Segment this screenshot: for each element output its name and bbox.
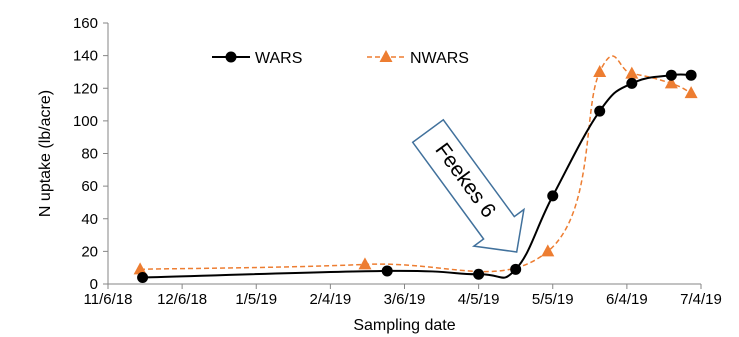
y-tick-label: 20 (81, 243, 98, 260)
x-tick-label: 2/4/19 (310, 291, 352, 308)
data-point-nwars (664, 76, 678, 89)
data-point-nwars (625, 66, 639, 79)
axes: 0 20 40 60 80 100 120 140 160 11/6/18 12/6/18 1/5/1… (37, 15, 722, 334)
data-point-nwars (684, 86, 698, 99)
x-tick-label: 11/6/18 (84, 291, 133, 308)
series-layer (133, 55, 698, 283)
series-wars (137, 69, 697, 283)
x-tick-label: 3/6/19 (384, 291, 426, 308)
data-point-wars (626, 77, 638, 89)
x-axis-title: Sampling date (353, 317, 455, 334)
legend-marker-wars (225, 51, 237, 63)
legend-item-nwars: NWARS (367, 50, 469, 67)
x-tick-label: 6/4/19 (606, 291, 648, 308)
data-point-nwars (133, 262, 147, 275)
x-tick-label: 4/5/19 (458, 291, 500, 308)
data-point-nwars (541, 244, 555, 257)
data-point-wars (547, 190, 559, 202)
legend: WARS NWARS (212, 50, 469, 67)
data-point-nwars (358, 257, 372, 270)
y-tick-label: 120 (73, 80, 98, 97)
data-point-wars (137, 271, 149, 283)
y-tick-label: 100 (73, 113, 98, 130)
y-tick-label: 140 (73, 48, 98, 65)
x-tick-label: 12/6/18 (157, 291, 207, 308)
data-point-wars (685, 69, 697, 81)
series-line-wars (142, 73, 692, 279)
series-line-nwars (140, 55, 692, 273)
legend-label-nwars: NWARS (410, 50, 469, 67)
data-point-wars (381, 265, 393, 277)
x-tick-label: 5/5/19 (532, 291, 574, 308)
data-point-wars (594, 105, 606, 117)
x-tick-label: 1/5/19 (235, 291, 277, 308)
y-axis-title: N uptake (lb/acre) (37, 90, 54, 217)
data-point-nwars (593, 64, 607, 77)
series-nwars (133, 55, 698, 275)
y-tick-label: 160 (73, 15, 98, 32)
y-tick-label: 60 (81, 178, 98, 195)
y-tick-label: 80 (81, 146, 98, 163)
feekes-annotation: Feekes 6 (411, 118, 525, 253)
data-point-wars (665, 69, 677, 81)
data-point-wars (473, 268, 485, 280)
legend-label-wars: WARS (255, 50, 302, 67)
data-point-wars (510, 263, 522, 275)
y-tick-label: 0 (90, 276, 98, 293)
feekes-arrow (411, 118, 525, 253)
legend-marker-nwars (379, 50, 393, 62)
legend-item-wars: WARS (212, 50, 302, 67)
x-tick-label: 7/4/19 (680, 291, 722, 308)
y-tick-label: 40 (81, 211, 98, 228)
